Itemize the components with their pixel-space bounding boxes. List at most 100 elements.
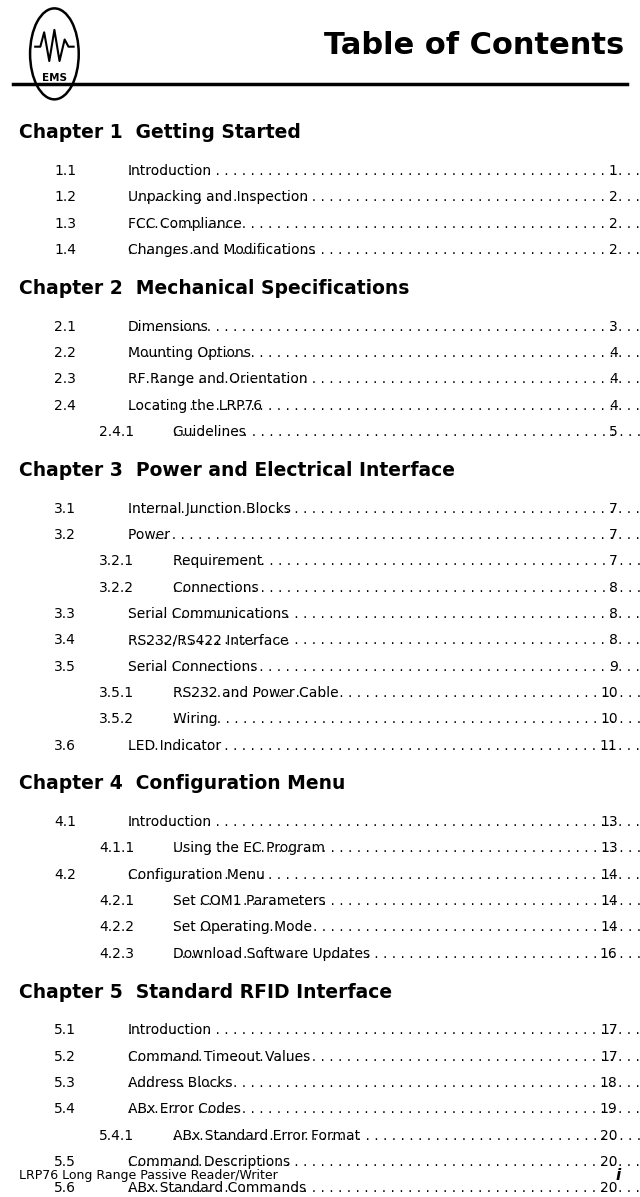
Text: Introduction: Introduction [128, 815, 212, 830]
Text: . . . . . . . . . . . . . . . . . . . . . . . . . . . . . . . . . . . . . . . . : . . . . . . . . . . . . . . . . . . . . … [128, 190, 640, 205]
Text: Locating the LRP76: Locating the LRP76 [128, 399, 266, 413]
Text: 19: 19 [600, 1102, 618, 1117]
Text: 3.6: 3.6 [54, 739, 76, 753]
Text: . . . . . . . . . . . . . . . . . . . . . . . . . . . . . . . . . . . . . . . . : . . . . . . . . . . . . . . . . . . . . … [128, 739, 640, 753]
Text: 5.2: 5.2 [54, 1050, 76, 1064]
Text: 1.2: 1.2 [54, 190, 76, 205]
Text: 3.5: 3.5 [54, 660, 76, 674]
Text: . . . . . . . . . . . . . . . . . . . . . . . . . . . . . . . . . . . . . . . . : . . . . . . . . . . . . . . . . . . . . … [173, 947, 640, 961]
Text: RS232 and Power Cable: RS232 and Power Cable [173, 686, 347, 700]
Text: 18: 18 [600, 1076, 618, 1090]
Text: 8: 8 [609, 607, 618, 621]
Text: . . . . . . . . . . . . . . . . . . . . . . . . . . . . . . . . . . . . . . . . : . . . . . . . . . . . . . . . . . . . . … [173, 712, 640, 727]
Text: . . . . . . . . . . . . . . . . . . . . . . . . . . . . . . . . . . . . . . . . : . . . . . . . . . . . . . . . . . . . . … [128, 164, 640, 178]
Text: . . . . . . . . . . . . . . . . . . . . . . . . . . . . . . . . . . . . . . . . : . . . . . . . . . . . . . . . . . . . . … [128, 320, 640, 334]
Text: Introduction: Introduction [128, 164, 212, 178]
Text: 3.2.1: 3.2.1 [99, 554, 134, 569]
Text: 3.4: 3.4 [54, 633, 76, 648]
Text: LED Indicator: LED Indicator [128, 739, 225, 753]
Text: 1.4: 1.4 [54, 243, 76, 257]
Text: Chapter 4  Configuration Menu: Chapter 4 Configuration Menu [19, 774, 346, 794]
Text: Download Software Updates: Download Software Updates [173, 947, 379, 961]
Text: 2.4.1: 2.4.1 [99, 425, 134, 439]
Text: . . . . . . . . . . . . . . . . . . . . . . . . . . . . . . . . . . . . . . . . : . . . . . . . . . . . . . . . . . . . . … [128, 1023, 640, 1038]
Text: Power: Power [128, 528, 174, 542]
Text: . . . . . . . . . . . . . . . . . . . . . . . . . . . . . . . . . . . . . . . . : . . . . . . . . . . . . . . . . . . . . … [128, 1076, 640, 1090]
Text: 4: 4 [609, 372, 618, 387]
Text: 3.5.2: 3.5.2 [99, 712, 134, 727]
Text: 9: 9 [609, 660, 618, 674]
Text: Table of Contents: Table of Contents [324, 31, 624, 60]
Text: 13: 13 [600, 815, 618, 830]
Text: . . . . . . . . . . . . . . . . . . . . . . . . . . . . . . . . . . . . . . . . : . . . . . . . . . . . . . . . . . . . . … [173, 920, 640, 935]
Text: ABx Standard Commands: ABx Standard Commands [128, 1181, 310, 1196]
Text: 5.3: 5.3 [54, 1076, 76, 1090]
Text: ABx Error Codes: ABx Error Codes [128, 1102, 241, 1117]
Text: . . . . . . . . . . . . . . . . . . . . . . . . . . . . . . . . . . . . . . . . : . . . . . . . . . . . . . . . . . . . . … [128, 372, 640, 387]
Text: 5.4.1: 5.4.1 [99, 1129, 134, 1143]
Text: . . . . . . . . . . . . . . . . . . . . . . . . . . . . . . . . . . . . . . . . : . . . . . . . . . . . . . . . . . . . . … [128, 1050, 640, 1064]
Text: Command Timeout Values: Command Timeout Values [128, 1050, 310, 1064]
Text: LRP76 Long Range Passive Reader/Writer: LRP76 Long Range Passive Reader/Writer [19, 1169, 278, 1181]
Text: Guidelines: Guidelines [173, 425, 250, 439]
Text: . . . . . . . . . . . . . . . . . . . . . . . . . . . . . . . . . . . . . . . . : . . . . . . . . . . . . . . . . . . . . … [128, 528, 640, 542]
Text: 8: 8 [609, 633, 618, 648]
Text: Set COM1 Parameters: Set COM1 Parameters [173, 894, 330, 909]
Text: EMS: EMS [42, 73, 67, 83]
Text: . . . . . . . . . . . . . . . . . . . . . . . . . . . . . . . . . . . . . . . . : . . . . . . . . . . . . . . . . . . . . … [173, 841, 640, 856]
Text: Using the EC Program: Using the EC Program [173, 841, 333, 856]
Text: Serial Communications: Serial Communications [128, 607, 289, 621]
Text: 11: 11 [600, 739, 618, 753]
Text: . . . . . . . . . . . . . . . . . . . . . . . . . . . . . . . . . . . . . . . . : . . . . . . . . . . . . . . . . . . . . … [128, 502, 640, 516]
Text: i: i [616, 1168, 621, 1183]
Text: 2: 2 [609, 243, 618, 257]
Text: 2: 2 [609, 217, 618, 231]
Text: 10: 10 [600, 712, 618, 727]
Text: 1: 1 [609, 164, 618, 178]
Text: 4.1: 4.1 [54, 815, 76, 830]
Text: Dimensions: Dimensions [128, 320, 209, 334]
Text: 2.2: 2.2 [54, 346, 76, 360]
Text: Address Blocks: Address Blocks [128, 1076, 232, 1090]
Text: Chapter 2  Mechanical Specifications: Chapter 2 Mechanical Specifications [19, 279, 410, 298]
Text: 3.5.1: 3.5.1 [99, 686, 134, 700]
Text: Set Operating Mode: Set Operating Mode [173, 920, 316, 935]
Text: . . . . . . . . . . . . . . . . . . . . . . . . . . . . . . . . . . . . . . . . : . . . . . . . . . . . . . . . . . . . . … [128, 1181, 640, 1196]
Text: 5.4: 5.4 [54, 1102, 76, 1117]
Text: . . . . . . . . . . . . . . . . . . . . . . . . . . . . . . . . . . . . . . . . : . . . . . . . . . . . . . . . . . . . . … [128, 1102, 640, 1117]
Text: . . . . . . . . . . . . . . . . . . . . . . . . . . . . . . . . . . . . . . . . : . . . . . . . . . . . . . . . . . . . . … [128, 868, 640, 882]
Text: . . . . . . . . . . . . . . . . . . . . . . . . . . . . . . . . . . . . . . . . : . . . . . . . . . . . . . . . . . . . . … [173, 894, 640, 909]
Text: 3.2: 3.2 [54, 528, 76, 542]
Text: . . . . . . . . . . . . . . . . . . . . . . . . . . . . . . . . . . . . . . . . : . . . . . . . . . . . . . . . . . . . . … [128, 607, 640, 621]
Text: Introduction: Introduction [128, 1023, 212, 1038]
Text: Configuration Menu: Configuration Menu [128, 868, 269, 882]
Text: . . . . . . . . . . . . . . . . . . . . . . . . . . . . . . . . . . . . . . . . : . . . . . . . . . . . . . . . . . . . . … [128, 346, 640, 360]
Text: 3: 3 [609, 320, 618, 334]
Text: 16: 16 [600, 947, 618, 961]
Text: 3.2.2: 3.2.2 [99, 581, 134, 595]
Text: 17: 17 [600, 1023, 618, 1038]
Text: . . . . . . . . . . . . . . . . . . . . . . . . . . . . . . . . . . . . . . . . : . . . . . . . . . . . . . . . . . . . . … [173, 686, 640, 700]
Text: . . . . . . . . . . . . . . . . . . . . . . . . . . . . . . . . . . . . . . . . : . . . . . . . . . . . . . . . . . . . . … [128, 633, 640, 648]
Text: RF Range and Orientation: RF Range and Orientation [128, 372, 312, 387]
Text: 7: 7 [609, 554, 618, 569]
Text: 10: 10 [600, 686, 618, 700]
Text: 20: 20 [600, 1181, 618, 1196]
Text: 2.1: 2.1 [54, 320, 76, 334]
Text: Chapter 1  Getting Started: Chapter 1 Getting Started [19, 123, 301, 142]
Text: . . . . . . . . . . . . . . . . . . . . . . . . . . . . . . . . . . . . . . . . : . . . . . . . . . . . . . . . . . . . . … [128, 1155, 640, 1169]
Text: 5.5: 5.5 [54, 1155, 76, 1169]
Text: FCC Compliance: FCC Compliance [128, 217, 246, 231]
Text: Connections: Connections [173, 581, 263, 595]
Text: . . . . . . . . . . . . . . . . . . . . . . . . . . . . . . . . . . . . . . . . : . . . . . . . . . . . . . . . . . . . . … [173, 581, 640, 595]
Text: . . . . . . . . . . . . . . . . . . . . . . . . . . . . . . . . . . . . . . . . : . . . . . . . . . . . . . . . . . . . . … [128, 399, 640, 413]
Text: 4: 4 [609, 399, 618, 413]
Text: 4.2.2: 4.2.2 [99, 920, 134, 935]
Text: RS232/RS422 Interface: RS232/RS422 Interface [128, 633, 293, 648]
Text: 4.1.1: 4.1.1 [99, 841, 134, 856]
Text: . . . . . . . . . . . . . . . . . . . . . . . . . . . . . . . . . . . . . . . . : . . . . . . . . . . . . . . . . . . . . … [128, 815, 640, 830]
Text: 5: 5 [609, 425, 618, 439]
Text: 4: 4 [609, 346, 618, 360]
Text: 5.6: 5.6 [54, 1181, 76, 1196]
Text: 1.1: 1.1 [54, 164, 77, 178]
